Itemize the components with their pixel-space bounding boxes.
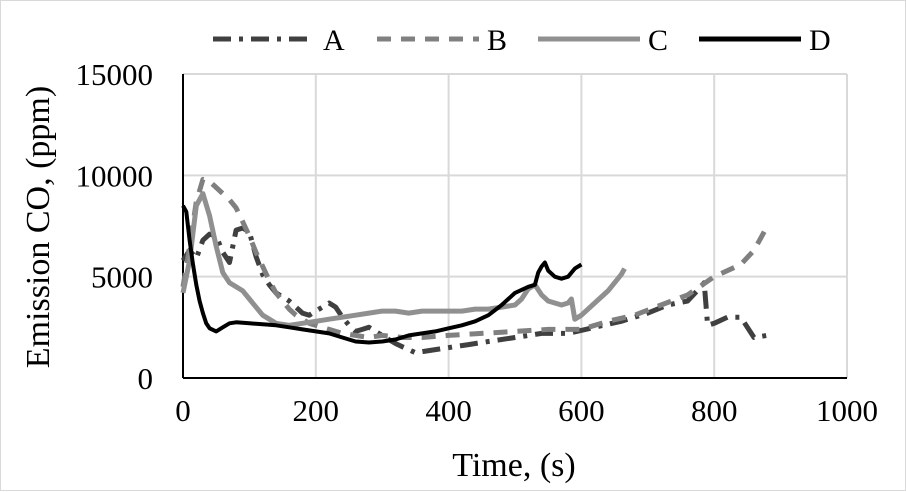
axes: [182, 74, 847, 379]
x-tick-label: 0: [175, 393, 191, 428]
y-axis-title: Emission CO, (ppm): [20, 86, 57, 368]
gridlines: [183, 73, 848, 378]
y-tick-label: 5000: [91, 260, 153, 295]
y-tick-label: 10000: [76, 158, 154, 193]
x-tick-label: 1000: [816, 393, 878, 428]
series-line-d: [181, 204, 583, 345]
x-axis-title: Time, (s): [452, 447, 575, 484]
legend-label-c: C: [648, 24, 668, 57]
series-line-b: [180, 176, 770, 340]
x-tick-label: 800: [691, 393, 738, 428]
y-tick-label: 15000: [76, 57, 154, 92]
y-tick-label: 0: [138, 361, 154, 396]
legend: A B C D: [213, 24, 831, 57]
x-tick-label: 400: [425, 393, 472, 428]
legend-label-d: D: [809, 24, 831, 57]
series-line-c: [180, 191, 627, 328]
legend-label-b: B: [487, 24, 507, 57]
series-lines: [180, 176, 770, 356]
x-tick-label: 200: [293, 393, 340, 428]
legend-label-a: A: [323, 24, 345, 57]
x-tick-label: 600: [558, 393, 605, 428]
